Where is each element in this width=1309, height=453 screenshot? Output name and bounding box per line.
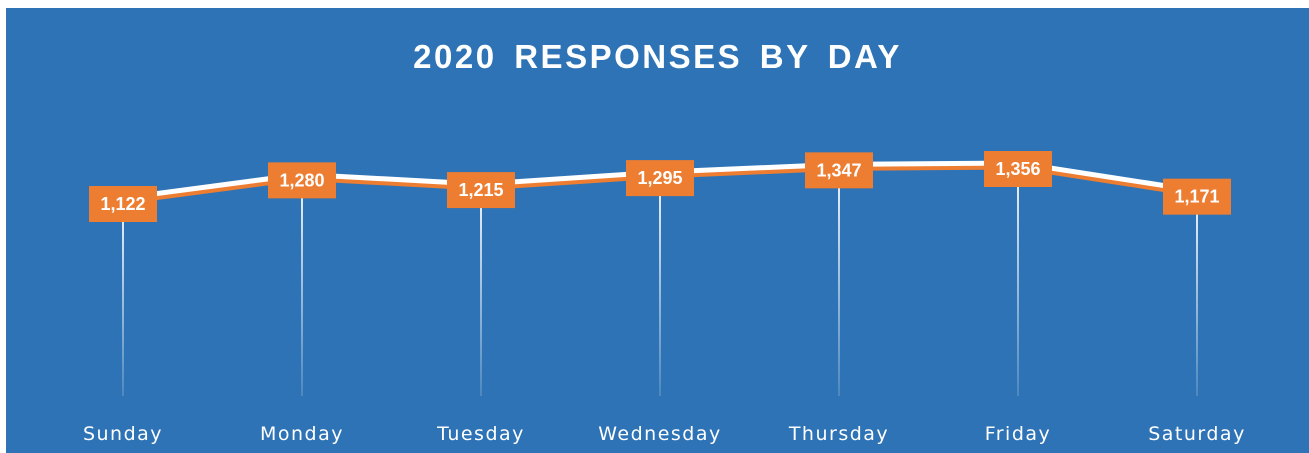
x-tick-label-sunday: Sunday xyxy=(83,423,163,445)
x-tick-label-monday: Monday xyxy=(260,423,344,445)
data-label-box-tuesday xyxy=(447,172,515,209)
data-label-friday: 1,356 xyxy=(995,159,1040,179)
data-label-thursday: 1,347 xyxy=(816,160,861,180)
drop-line-monday xyxy=(301,174,303,396)
drop-line-tuesday xyxy=(480,184,482,396)
drop-line-saturday xyxy=(1196,190,1198,396)
x-tick-label-tuesday: Tuesday xyxy=(436,423,525,445)
x-axis: Sunday Monday Tuesday Wednesday Thursday Frid… xyxy=(83,423,1246,445)
data-label-box-friday xyxy=(984,151,1052,187)
drop-lines xyxy=(122,163,1198,396)
data-label-wednesday: 1,295 xyxy=(637,168,682,188)
data-label-sunday: 1,122 xyxy=(100,194,145,214)
chart-title: 2020 RESPONSES BY DAY xyxy=(413,38,902,75)
line-chart: 1,122 1,280 1,215 1,295 1,347 1,356 1,171 Sund… xyxy=(83,151,1246,445)
data-labels: 1,122 1,280 1,215 1,295 1,347 1,356 1,171 xyxy=(89,151,1231,222)
data-label-box-sunday xyxy=(89,186,157,222)
x-tick-label-thursday: Thursday xyxy=(788,423,889,445)
chart-panel: 2020 RESPONSES BY DAY 1,122 1,280 1,215 1,2… xyxy=(6,8,1309,453)
drop-line-friday xyxy=(1017,163,1019,396)
drop-line-wednesday xyxy=(659,172,661,396)
data-label-box-wednesday xyxy=(626,160,694,197)
data-label-monday: 1,280 xyxy=(279,170,324,190)
x-tick-label-saturday: Saturday xyxy=(1148,423,1246,445)
drop-line-sunday xyxy=(122,198,124,396)
drop-line-thursday xyxy=(838,164,840,396)
x-tick-label-wednesday: Wednesday xyxy=(598,423,722,445)
data-label-tuesday: 1,215 xyxy=(458,180,503,200)
x-tick-label-friday: Friday xyxy=(985,423,1052,445)
data-label-box-monday xyxy=(268,162,336,199)
data-label-box-thursday xyxy=(805,152,873,189)
data-label-box-saturday xyxy=(1163,178,1231,215)
data-label-saturday: 1,171 xyxy=(1174,187,1219,207)
